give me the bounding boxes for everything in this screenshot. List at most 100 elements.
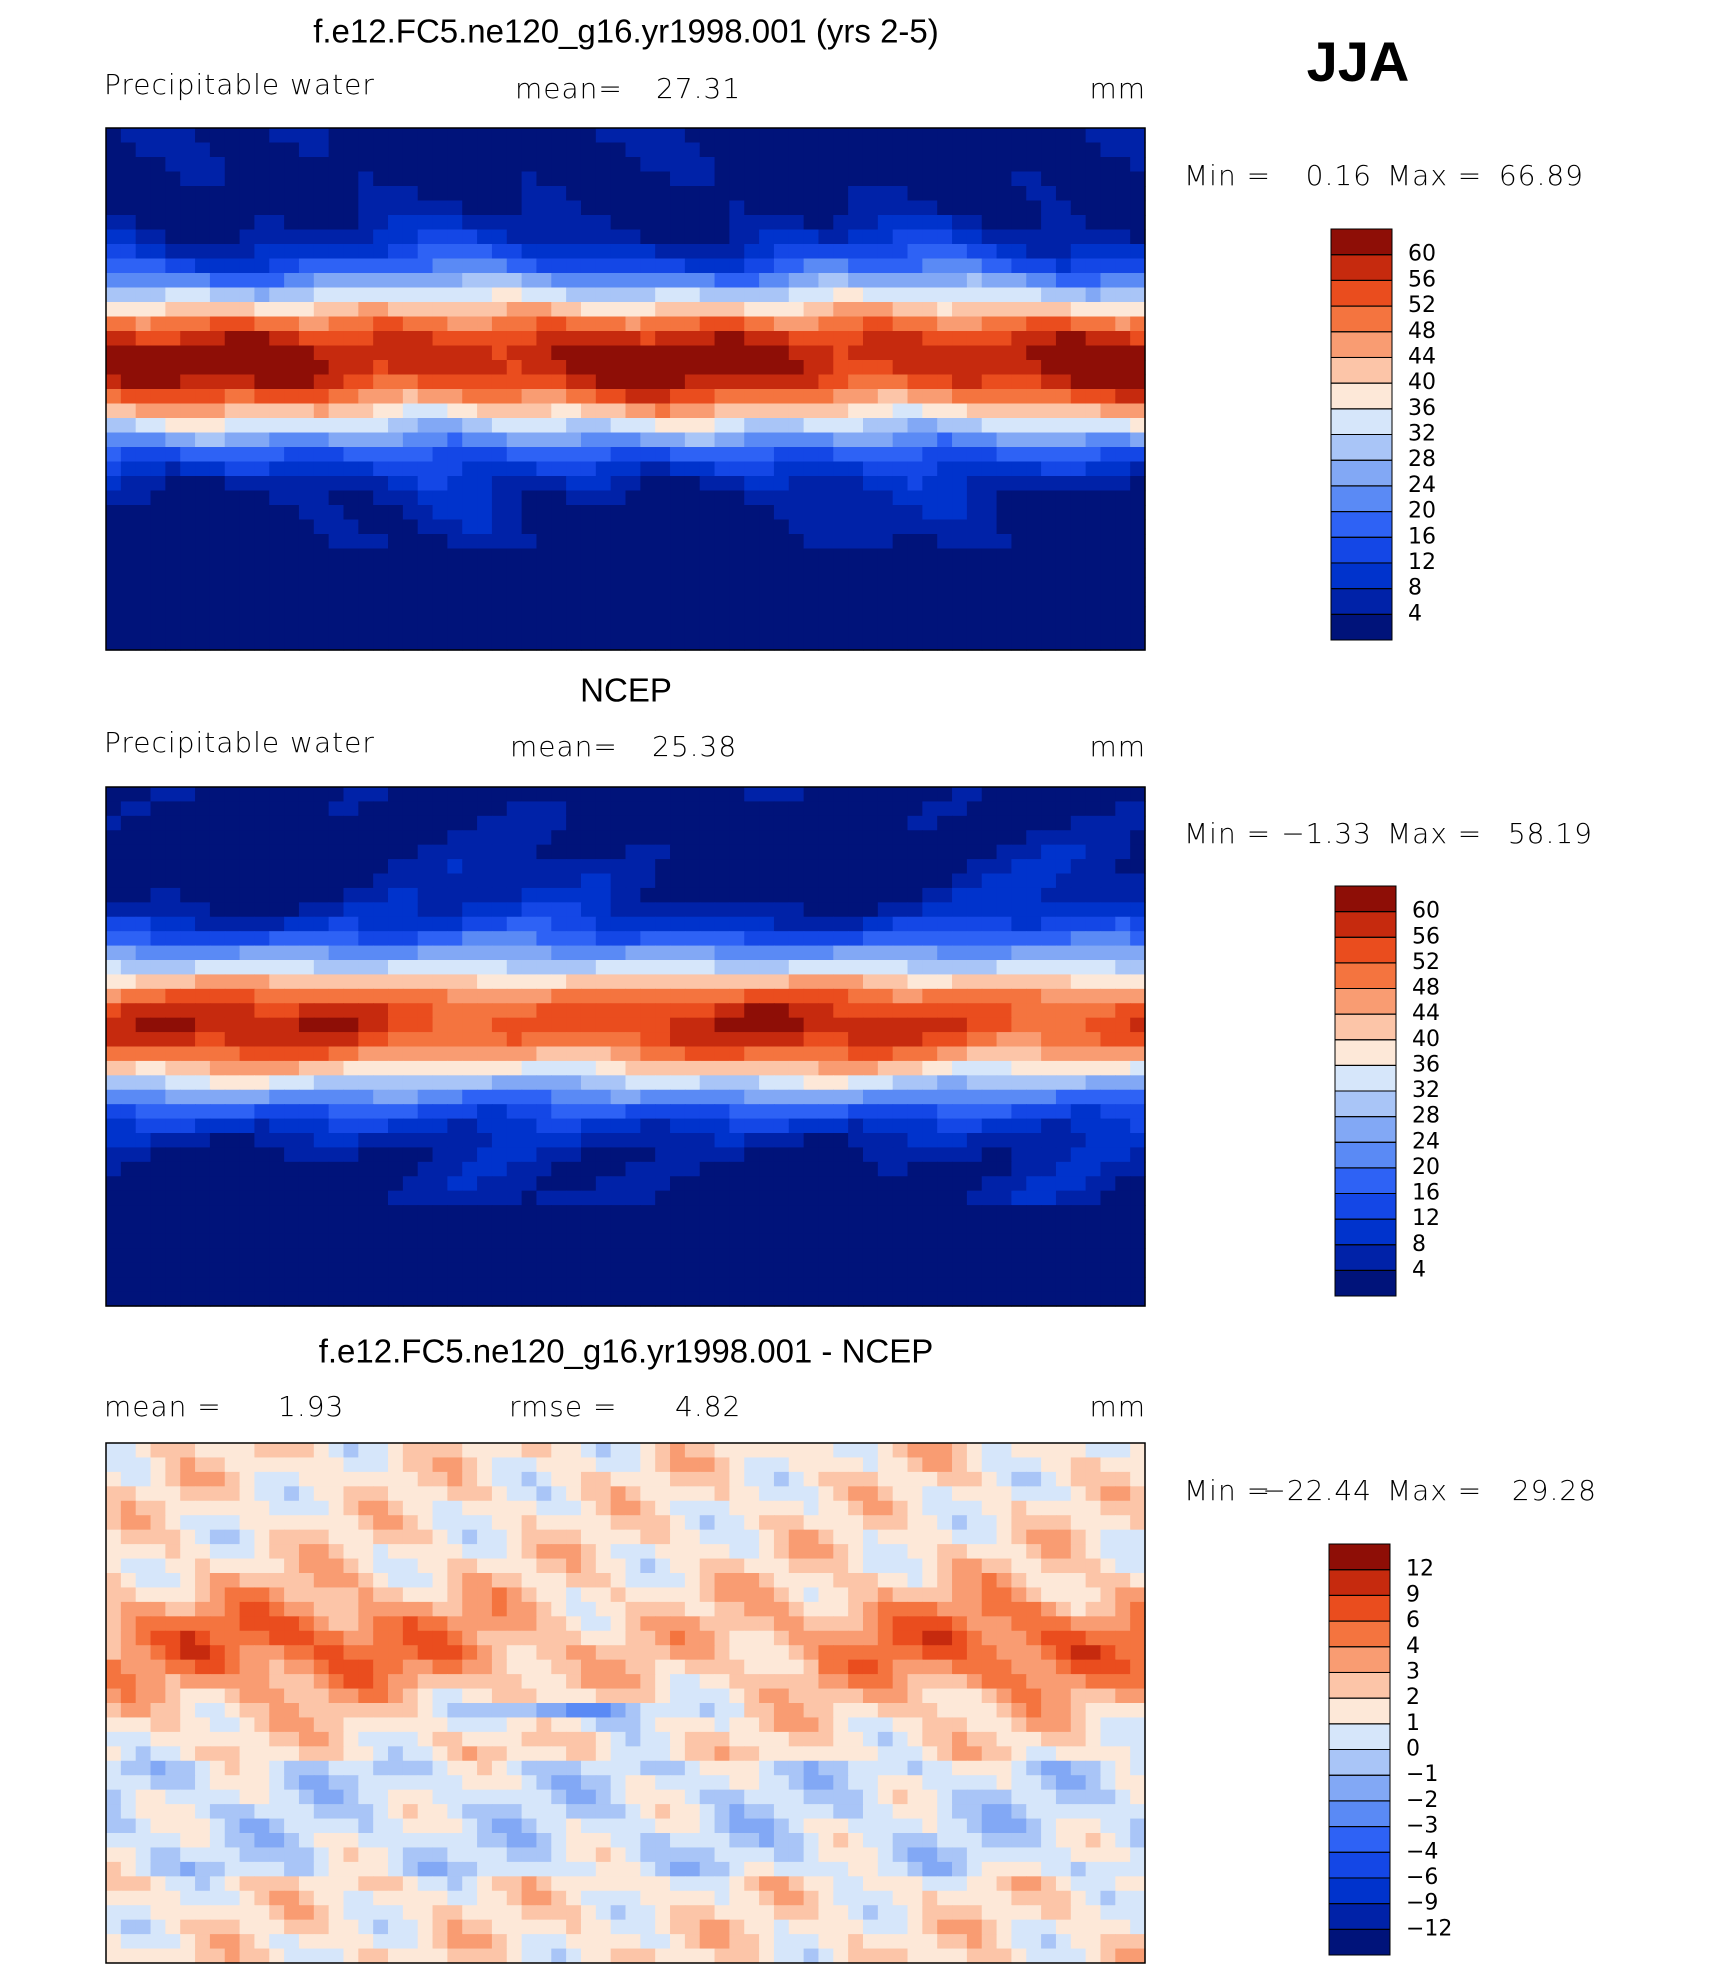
map-cell [402,534,419,550]
map-cell [1085,801,1102,817]
map-cell [952,186,968,202]
map-cell [402,186,419,202]
map-cell [417,974,434,990]
map-cell [1130,548,1146,564]
map-cell [566,801,582,817]
map-cell [462,1060,478,1076]
map-cell [239,360,256,376]
map-cell [150,302,166,318]
map-cell [907,974,923,990]
map-cell [580,316,597,332]
map-cell [343,1219,359,1235]
map-cell [209,1176,226,1192]
map-cell [284,1060,300,1076]
map-cell [402,273,419,289]
map-cell [120,128,137,144]
map-cell [610,548,627,564]
map-cell [224,1262,241,1278]
map-cell [907,931,923,947]
map-cell [343,490,359,506]
map-cell [670,519,686,535]
map-cell [595,244,612,260]
map-cell [373,461,389,477]
map-cell [981,945,998,961]
map-cell [848,1032,864,1048]
map-cell [610,887,627,903]
map-cell [877,844,894,860]
map-cell [328,577,345,593]
map-cell [195,931,211,947]
map-cell [1026,830,1042,846]
map-cell [120,360,137,376]
map-cell [106,374,122,390]
map-cell [729,316,745,332]
map-cell [848,1089,864,1105]
map-cell [358,331,374,347]
map-cell [1055,635,1072,651]
map-cell [922,1075,938,1091]
map-cell [670,1147,686,1163]
map-cell [996,1003,1013,1019]
map-cell [670,389,686,405]
map-cell [269,931,285,947]
map-cell [254,1003,270,1019]
map-cell [180,519,196,535]
map-cell [759,902,775,918]
map-cell [640,859,656,875]
map-cell [744,1118,760,1134]
map-cell [343,1133,359,1149]
map-cell [269,1190,285,1206]
colorbar-bin [1330,254,1393,281]
map-cell [269,887,285,903]
map-cell [135,859,152,875]
map-cell [328,403,345,419]
map-cell [1085,418,1102,434]
map-cell [165,287,181,303]
map-cell [521,418,538,434]
map-cell [165,418,181,434]
map-cell [551,859,567,875]
map-cell [536,505,552,521]
map-cell [684,1003,701,1019]
colorbar-label: 52 [1408,293,1436,318]
map-cell [1115,1017,1131,1033]
map-cell [655,1046,671,1062]
map-cell [877,1176,894,1192]
map-cell [417,389,434,405]
map-cell [402,142,419,158]
map-cell [773,128,790,144]
map-cell [892,519,909,535]
map-cell [402,171,419,187]
map-cell [729,859,745,875]
map-cell [551,273,567,289]
map-cell [150,215,166,231]
map-cell [106,389,122,405]
map-cell [432,887,448,903]
map-cell [254,1133,270,1149]
map-cell [1085,476,1102,492]
map-cell [699,916,716,932]
map-cell [358,287,374,303]
map-cell [788,787,805,803]
map-cell [670,931,686,947]
map-cell [833,476,849,492]
map-cell [521,1046,538,1062]
map-cell [536,519,552,535]
map-cell [1085,186,1102,202]
map-cell [566,1205,582,1221]
map-cell [566,345,582,361]
map-cell [150,801,166,817]
map-cell [833,960,849,976]
map-cell [313,403,330,419]
map-cell [328,171,345,187]
map-cell [328,316,345,332]
map-cell [106,1133,122,1149]
map-cell [462,519,478,535]
map-cell [1085,389,1102,405]
map-cell [209,801,226,817]
map-cell [536,287,552,303]
map-cell [373,490,389,506]
map-cell [224,859,241,875]
map-cell [818,592,834,608]
map-cell [848,505,864,521]
